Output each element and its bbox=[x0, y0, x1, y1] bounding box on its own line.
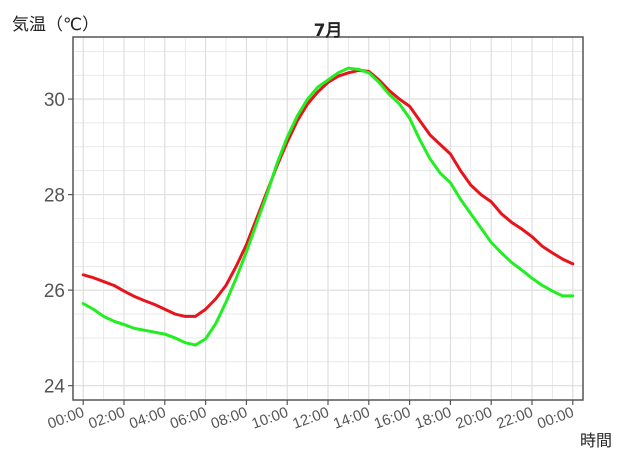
x-tick-label: 20:00 bbox=[453, 404, 494, 433]
series-line-green bbox=[81, 66, 575, 347]
y-tick-label: 26 bbox=[44, 281, 65, 302]
x-tick-label: 08:00 bbox=[209, 404, 250, 433]
x-tick-label: 00:00 bbox=[45, 404, 86, 433]
x-tick-labels: 00:00 02:00 04:00 06:00 08:00 10:00 12:00 14:00… bbox=[45, 400, 576, 433]
x-tick-label: 00:00 bbox=[535, 404, 576, 433]
y-tick-label: 28 bbox=[44, 186, 65, 207]
y-tick-labels: 24 26 28 30 bbox=[44, 90, 73, 398]
x-tick-label: 02:00 bbox=[86, 404, 127, 433]
series-line-red bbox=[81, 68, 575, 318]
x-tick-label: 18:00 bbox=[413, 404, 454, 433]
x-tick-label: 10:00 bbox=[249, 404, 290, 433]
chart-title: 7月 bbox=[314, 21, 343, 41]
gridlines bbox=[73, 37, 583, 400]
x-tick-label: 04:00 bbox=[127, 404, 168, 433]
x-tick-label: 06:00 bbox=[168, 404, 209, 433]
x-tick-label: 14:00 bbox=[331, 404, 372, 433]
y-axis-label: 気温（℃） bbox=[12, 15, 99, 35]
x-tick-label: 12:00 bbox=[290, 404, 331, 433]
x-tick-label: 22:00 bbox=[494, 404, 535, 433]
y-tick-label: 30 bbox=[44, 90, 65, 111]
x-tick-label: 16:00 bbox=[372, 404, 413, 433]
series-lines bbox=[81, 66, 575, 347]
y-tick-label: 24 bbox=[44, 377, 66, 398]
x-axis-label: 時間 bbox=[580, 431, 612, 450]
